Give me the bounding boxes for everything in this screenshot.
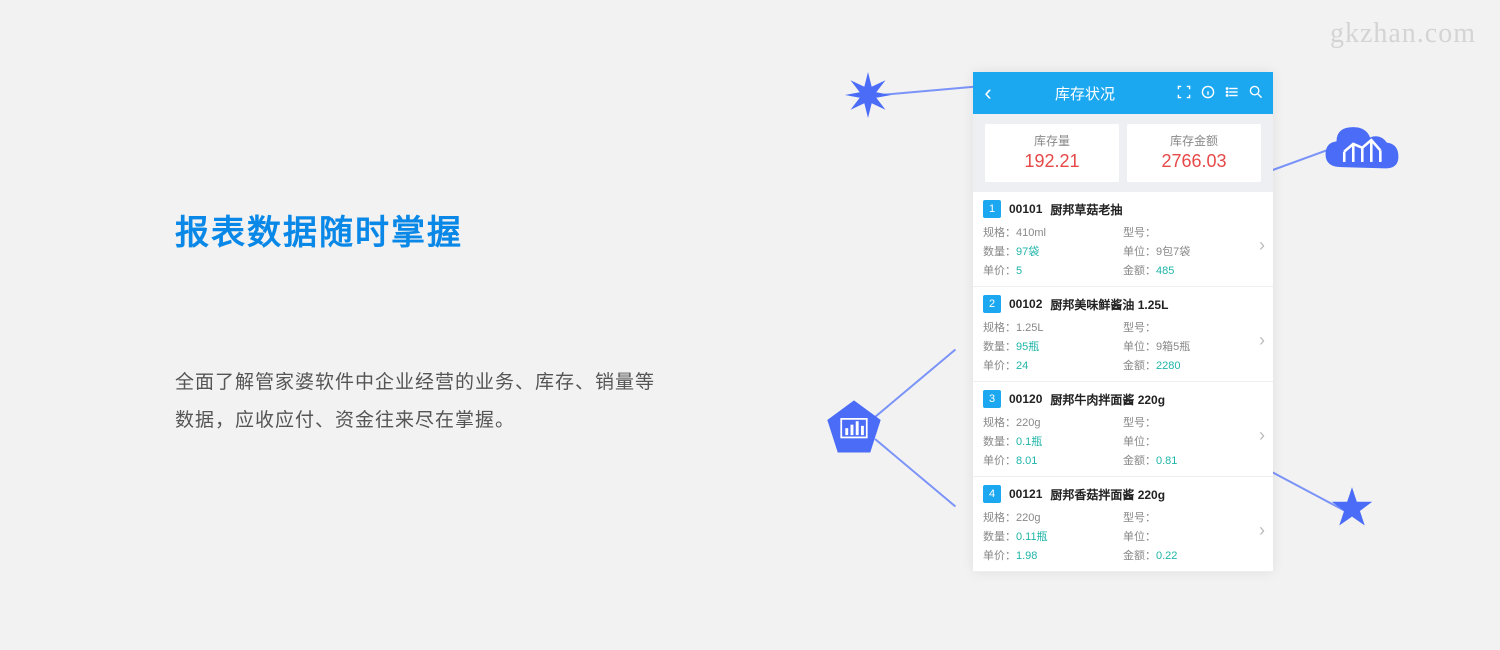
summary-card-stock-amount[interactable]: 库存金额 2766.03 (1127, 124, 1261, 182)
item-index-badge: 3 (983, 390, 1001, 408)
summary-card-stock-qty[interactable]: 库存量 192.21 (985, 124, 1119, 182)
pentagon-chart-icon (825, 398, 883, 461)
field-amount: 金额：485 (1123, 262, 1263, 278)
item-name: 厨邦牛肉拌面酱 220g (1050, 391, 1165, 408)
connector-line (880, 85, 980, 96)
scan-icon[interactable] (1177, 85, 1191, 102)
item-code: 00101 (1009, 202, 1042, 216)
field-unit: 单位：9箱5瓶 (1123, 338, 1263, 354)
item-index-badge: 1 (983, 200, 1001, 218)
field-qty: 数量：0.1瓶 (983, 433, 1123, 449)
headline: 报表数据随时掌握 (175, 205, 655, 254)
field-spec: 规格：1.25L (983, 319, 1123, 335)
page-title: 库存状况 (993, 83, 1177, 104)
chevron-right-icon: › (1259, 520, 1265, 541)
connector-line (874, 349, 956, 418)
summary-row: 库存量 192.21 库存金额 2766.03 (973, 114, 1273, 192)
connector-line (874, 438, 956, 507)
field-qty: 数量：95瓶 (983, 338, 1123, 354)
field-price: 单价：8.01 (983, 452, 1123, 468)
field-price: 单价：1.98 (983, 547, 1123, 563)
app-header: ‹ 库存状况 (973, 72, 1273, 114)
star-decoration-icon (1330, 485, 1374, 529)
item-code: 00102 (1009, 297, 1042, 311)
burst-decoration-icon (845, 72, 891, 118)
field-unit: 单位： (1123, 528, 1263, 544)
field-model: 型号： (1123, 414, 1263, 430)
search-icon[interactable] (1249, 85, 1263, 102)
field-spec: 规格：410ml (983, 224, 1123, 240)
summary-label: 库存金额 (1127, 132, 1261, 149)
summary-value: 192.21 (985, 151, 1119, 172)
item-name: 厨邦草菇老抽 (1050, 201, 1122, 218)
phone-mockup: ‹ 库存状况 库存量 192.21 库存金额 2766.03 1 00101 (973, 72, 1273, 572)
list-icon[interactable] (1225, 85, 1239, 102)
chevron-right-icon: › (1259, 330, 1265, 351)
chevron-right-icon: › (1259, 235, 1265, 256)
field-price: 单价：5 (983, 262, 1123, 278)
item-name: 厨邦香菇拌面酱 220g (1050, 486, 1165, 503)
list-item[interactable]: 1 00101 厨邦草菇老抽规格：410ml型号：数量：97袋单位：9包7袋单价：5… (973, 192, 1273, 287)
field-amount: 金额：2280 (1123, 357, 1263, 373)
field-qty: 数量：97袋 (983, 243, 1123, 259)
field-price: 单价：24 (983, 357, 1123, 373)
inventory-list: 100101厨邦草菇老抽规格：410ml型号：数量：97袋单位：9包7袋单价：5… (973, 192, 1273, 572)
list-item[interactable]: 3 00120 厨邦牛肉拌面酱 220g 规格：220g型号：数量：0.1瓶单位：单价… (973, 382, 1273, 477)
field-qty: 数量：0.11瓶 (983, 528, 1123, 544)
item-index-badge: 2 (983, 295, 1001, 313)
list-item[interactable]: 2 00102 厨邦美味鲜酱油 1.25L 规格：1.25L型号：数量：95瓶单位：9… (973, 287, 1273, 382)
info-icon[interactable] (1201, 85, 1215, 102)
watermark-text: gkzhan.com (1330, 18, 1476, 50)
summary-value: 2766.03 (1127, 151, 1261, 172)
item-name: 厨邦美味鲜酱油 1.25L (1050, 296, 1168, 313)
field-model: 型号： (1123, 319, 1263, 335)
field-spec: 规格：220g (983, 414, 1123, 430)
item-code: 00121 (1009, 487, 1042, 501)
marketing-text-block: 报表数据随时掌握 全面了解管家婆软件中企业经营的业务、库存、销量等数据，应收应付… (175, 205, 655, 440)
field-spec: 规格：220g (983, 509, 1123, 525)
cloud-chart-icon (1322, 122, 1400, 185)
list-item[interactable]: 4 00121 厨邦香菇拌面酱 220g 规格：220g型号：数量：0.11瓶单位：单… (973, 477, 1273, 572)
field-model: 型号： (1123, 224, 1263, 240)
field-unit: 单位：9包7袋 (1123, 243, 1263, 259)
item-index-badge: 4 (983, 485, 1001, 503)
summary-label: 库存量 (985, 132, 1119, 149)
field-model: 型号： (1123, 509, 1263, 525)
chevron-right-icon: › (1259, 425, 1265, 446)
item-code: 00120 (1009, 392, 1042, 406)
field-unit: 单位： (1123, 433, 1263, 449)
description: 全面了解管家婆软件中企业经营的业务、库存、销量等数据，应收应付、资金往来尽在掌握… (175, 364, 655, 440)
field-amount: 金额：0.22 (1123, 547, 1263, 563)
field-amount: 金额：0.81 (1123, 452, 1263, 468)
